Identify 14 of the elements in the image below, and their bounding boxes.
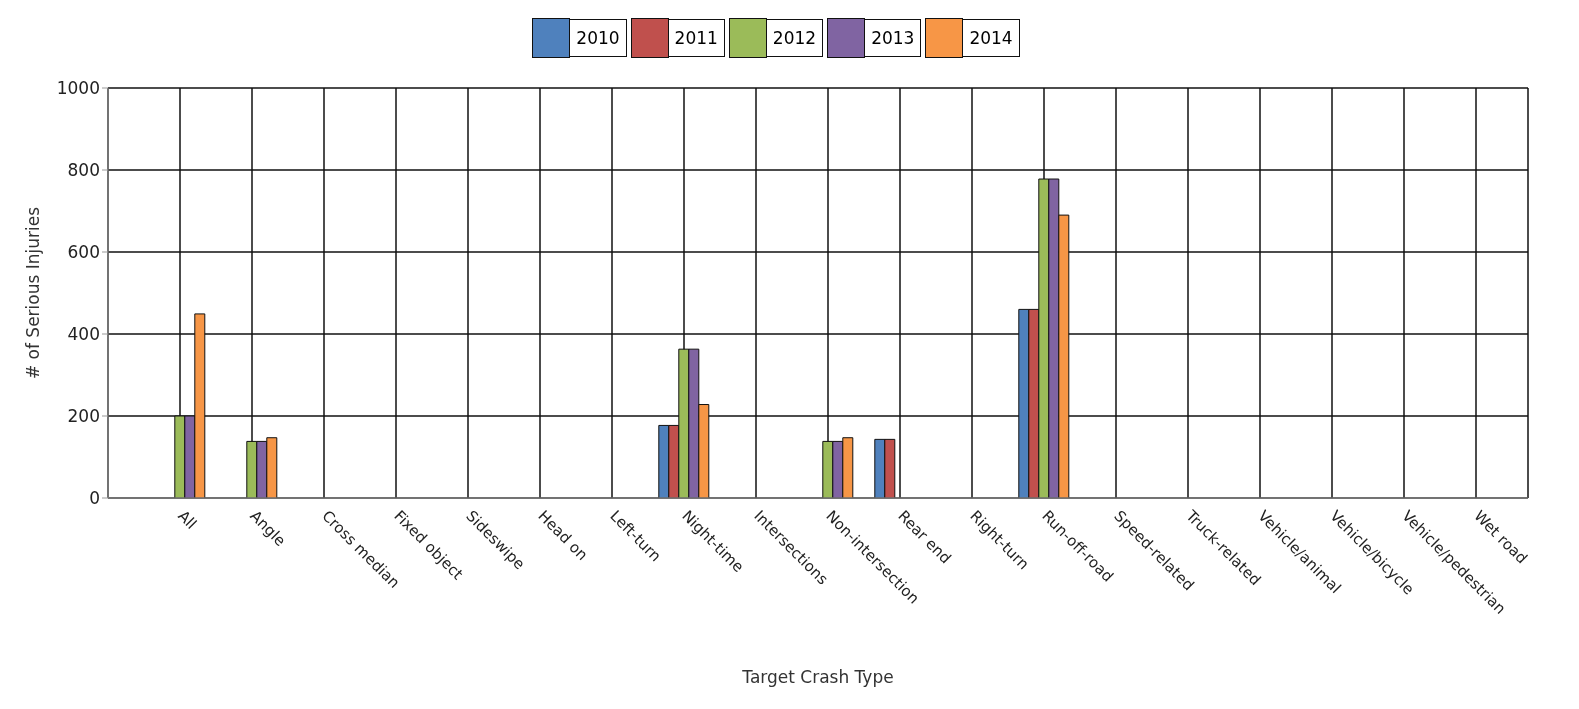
legend-label: 2012 — [765, 19, 824, 57]
y-tick-label: 1000 — [56, 78, 100, 99]
x-axis-title: Target Crash Type — [741, 667, 894, 687]
y-tick-label: 600 — [67, 242, 100, 263]
legend-label: 2011 — [667, 19, 725, 57]
y-tick-label: 400 — [67, 324, 100, 345]
x-tick-label: All — [174, 506, 201, 533]
y-tick-label: 800 — [67, 160, 100, 181]
legend-label: 2013 — [864, 19, 922, 57]
legend-label: 2010 — [569, 19, 627, 57]
y-tick-label: 200 — [67, 406, 100, 427]
y-tick-label: 0 — [89, 488, 100, 509]
legend-label: 2014 — [962, 19, 1020, 57]
y-axis-title: # of Serious Injuries — [23, 206, 44, 380]
